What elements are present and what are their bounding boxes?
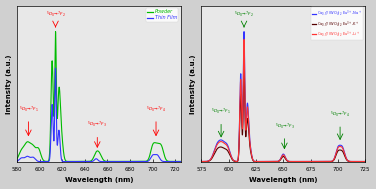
Text: $^5D_0$$\!\to\!$$^7F_3$: $^5D_0$$\!\to\!$$^7F_3$	[274, 121, 294, 131]
Line: Powder: Powder	[17, 32, 181, 161]
Thin Film	[67, 160, 71, 163]
Powder	[45, 160, 49, 163]
Y-axis label: Intensity (a.u.): Intensity (a.u.)	[190, 54, 196, 114]
X-axis label: Wavelength (nm): Wavelength (nm)	[65, 177, 133, 184]
Powder	[137, 160, 142, 163]
Thin Film	[179, 160, 183, 163]
Thin Film	[15, 160, 20, 162]
Legend: Powder, Thin Film: Powder, Thin Film	[146, 8, 179, 22]
X-axis label: Wavelength (nm): Wavelength (nm)	[249, 177, 318, 184]
Thin Film	[137, 160, 142, 163]
Text: $^5D_0$$\!\to\!$$^7F_1$: $^5D_0$$\!\to\!$$^7F_1$	[211, 106, 231, 116]
Powder	[15, 157, 20, 160]
Thin Film	[121, 160, 126, 163]
Powder	[150, 146, 154, 148]
Text: $^5D_0$$\!\to\!$$^7F_4$: $^5D_0$$\!\to\!$$^7F_4$	[146, 104, 166, 114]
Text: $^5D_0$$\!\to\!$$^7F_4$: $^5D_0$$\!\to\!$$^7F_4$	[330, 109, 350, 119]
Powder	[113, 160, 118, 163]
Powder	[77, 160, 82, 163]
Powder	[121, 160, 126, 163]
Thin Film	[150, 155, 154, 157]
Text: $^5D_0$$\!\to\!$$^7F_3$: $^5D_0$$\!\to\!$$^7F_3$	[87, 119, 107, 129]
Thin Film	[53, 67, 58, 69]
Thin Film	[45, 160, 49, 163]
Y-axis label: Intensity (a.u.): Intensity (a.u.)	[6, 54, 12, 114]
Line: Thin Film: Thin Film	[17, 68, 181, 162]
Text: $^5D_0$$\!\to\!$$^7F_2$: $^5D_0$$\!\to\!$$^7F_2$	[45, 9, 65, 19]
Text: $^5D_0$$\!\to\!$$^7F_1$: $^5D_0$$\!\to\!$$^7F_1$	[18, 104, 38, 114]
Text: $^5D_0$$\!\to\!$$^7F_2$: $^5D_0$$\!\to\!$$^7F_2$	[234, 9, 254, 19]
Legend: Ca$_{0.5}$Y(WO$_4$)$_2$:Eu$^{3+}$,Na$^+$, Ca$_{0.5}$Y(WO$_4$)$_2$:Eu$^{3+}$,K$^+: Ca$_{0.5}$Y(WO$_4$)$_2$:Eu$^{3+}$,Na$^+$…	[311, 7, 363, 40]
Thin Film	[77, 160, 82, 163]
Powder	[53, 30, 58, 33]
Powder	[117, 160, 122, 163]
Powder	[179, 160, 183, 163]
Thin Film	[113, 160, 118, 163]
